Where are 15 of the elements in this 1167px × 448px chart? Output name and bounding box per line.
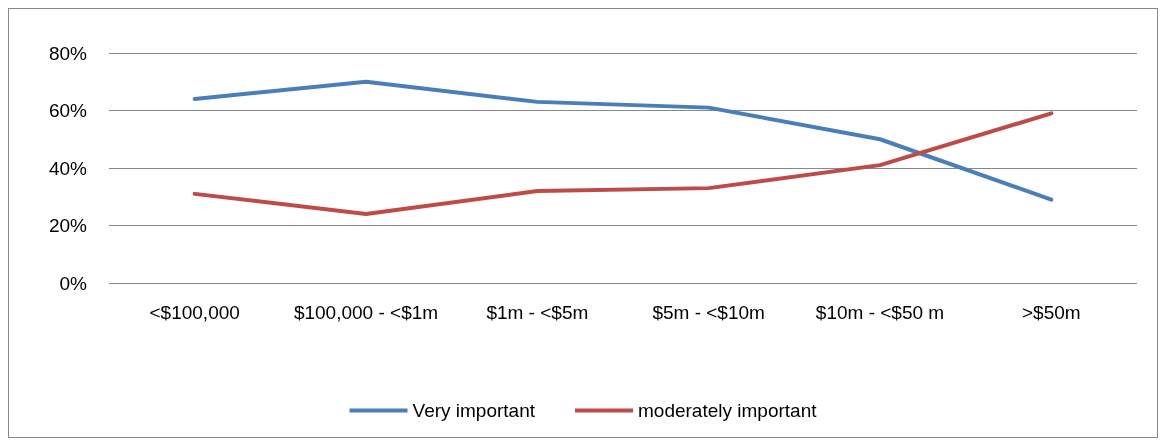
- y-tick-label: 20%: [48, 215, 88, 236]
- y-tick-label: 0%: [59, 272, 88, 294]
- x-tick-label: >$50m: [1022, 302, 1081, 323]
- y-tick-label: 80%: [48, 42, 88, 64]
- line-series: [192, 79, 1054, 202]
- x-tick-label: <$100,000: [149, 302, 240, 323]
- x-tick-label: $5m - <$10m: [652, 302, 765, 323]
- x-tick-label: $1m - <$5m: [486, 302, 589, 323]
- x-tick-label: $100,000 - <$1m: [293, 302, 439, 323]
- legend-label: Very important: [412, 400, 536, 421]
- legend-label: moderately important: [638, 400, 818, 421]
- x-tick-label: $10m - <$50 m: [815, 302, 945, 323]
- y-tick-label: 60%: [48, 100, 88, 121]
- y-tick-label: 40%: [48, 157, 88, 179]
- line-series: [192, 111, 1054, 216]
